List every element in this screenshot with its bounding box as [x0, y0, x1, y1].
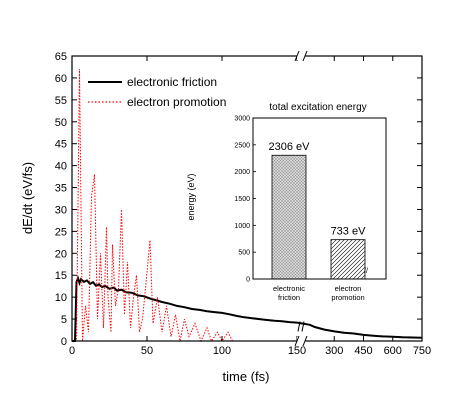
- inset-bar-value-label: 733 eV: [331, 226, 367, 238]
- main-y-tick-label: 10: [55, 292, 67, 304]
- axis-break-slash: [302, 335, 308, 347]
- inset-break-mark: //: [364, 268, 368, 275]
- series-line-electronic-friction: [72, 275, 423, 342]
- main-x-tick-label: 50: [141, 345, 153, 357]
- main-y-tick-label: 40: [55, 161, 67, 173]
- main-x-tick-label: 750: [413, 345, 431, 357]
- inset-bar-1: [330, 239, 366, 280]
- series-line-electron-promotion: [72, 69, 297, 343]
- main-x-tick-label: 600: [384, 345, 402, 357]
- main-y-tick-label: 65: [55, 51, 67, 63]
- main-y-tick-label: 20: [55, 248, 67, 260]
- main-y-tick-label: 15: [55, 270, 67, 282]
- main-plot-frame: [71, 55, 423, 342]
- inset-y-tick-label: 1000: [234, 223, 250, 230]
- main-x-ticks: 0 50 100 150 300 450 600 750: [69, 56, 431, 357]
- legend: electronic friction electron promotion: [88, 75, 226, 109]
- inset-y-axis-label: energy (eV): [186, 173, 196, 220]
- main-y-tick-label: 5: [61, 314, 67, 326]
- inset-title: total excitation energy: [269, 102, 366, 113]
- main-x-tick-label: 150: [288, 345, 306, 357]
- inset-y-tick-label: 500: [238, 250, 250, 257]
- inset-bar-value-label: 2306 eV: [269, 141, 311, 153]
- inset-category-label: friction: [278, 293, 300, 302]
- main-x-tick-label: 100: [213, 345, 231, 357]
- main-y-tick-label: 25: [55, 226, 67, 238]
- curve-break-slash: [301, 321, 305, 332]
- inset-category-label: electron: [335, 284, 362, 293]
- legend-label-electronic-friction: electronic friction: [127, 75, 217, 89]
- inset-y-tick-label: 0: [246, 277, 250, 284]
- inset-y-tick-label: 2500: [234, 142, 250, 149]
- main-y-tick-label: 50: [55, 117, 67, 129]
- inset-category-label: electronic: [273, 284, 305, 293]
- axis-break-slash: [294, 50, 300, 62]
- inset-bar-0: [271, 154, 307, 280]
- main-y-axis-label: dE/dt (eV/fs): [20, 162, 35, 234]
- inset-y-tick-label: 1500: [234, 196, 250, 203]
- inset-bar-chart: total excitation energy energy (eV) 2306…: [186, 102, 387, 302]
- legend-entry-electronic-friction: electronic friction: [88, 75, 217, 89]
- main-y-tick-label: 55: [55, 95, 67, 107]
- main-y-tick-label: 60: [55, 73, 67, 85]
- axis-break-slash: [294, 335, 300, 347]
- legend-label-electron-promotion: electron promotion: [127, 95, 226, 109]
- axis-break-gap: [297, 337, 305, 345]
- main-y-tick-label: 30: [55, 204, 67, 216]
- main-x-tick-label: 0: [69, 345, 75, 357]
- main-plot: 0 5 10 15 20 25 30 35 40 45 50 55 60 65 0 50 100 150 300 4…: [20, 50, 431, 384]
- main-series-lines: [72, 69, 423, 343]
- main-y-tick-label: 45: [55, 139, 67, 151]
- main-y-tick-label: 0: [61, 336, 67, 348]
- inset-bars: 2306 eV 733 eV //: [269, 141, 368, 280]
- curve-break-slash: [297, 321, 301, 332]
- main-x-tick-label: 300: [325, 345, 343, 357]
- inset-y-ticks: 0 500 1000 1500 2000 2500 3000: [234, 116, 256, 284]
- main-x-tick-label: 450: [354, 345, 372, 357]
- axis-break-marks: [294, 50, 308, 347]
- main-x-axis-label: time (fs): [223, 369, 270, 384]
- inset-y-tick-label: 3000: [234, 116, 250, 123]
- inset-category-label: promotion: [331, 293, 364, 302]
- axis-break-slash: [302, 50, 308, 62]
- main-y-tick-label: 35: [55, 183, 67, 195]
- axis-break-gap: [297, 52, 305, 60]
- main-y-ticks: 0 5 10 15 20 25 30 35 40 45 50 55 60 65: [55, 51, 422, 348]
- inset-y-tick-label: 2000: [234, 169, 250, 176]
- legend-entry-electron-promotion: electron promotion: [88, 95, 226, 109]
